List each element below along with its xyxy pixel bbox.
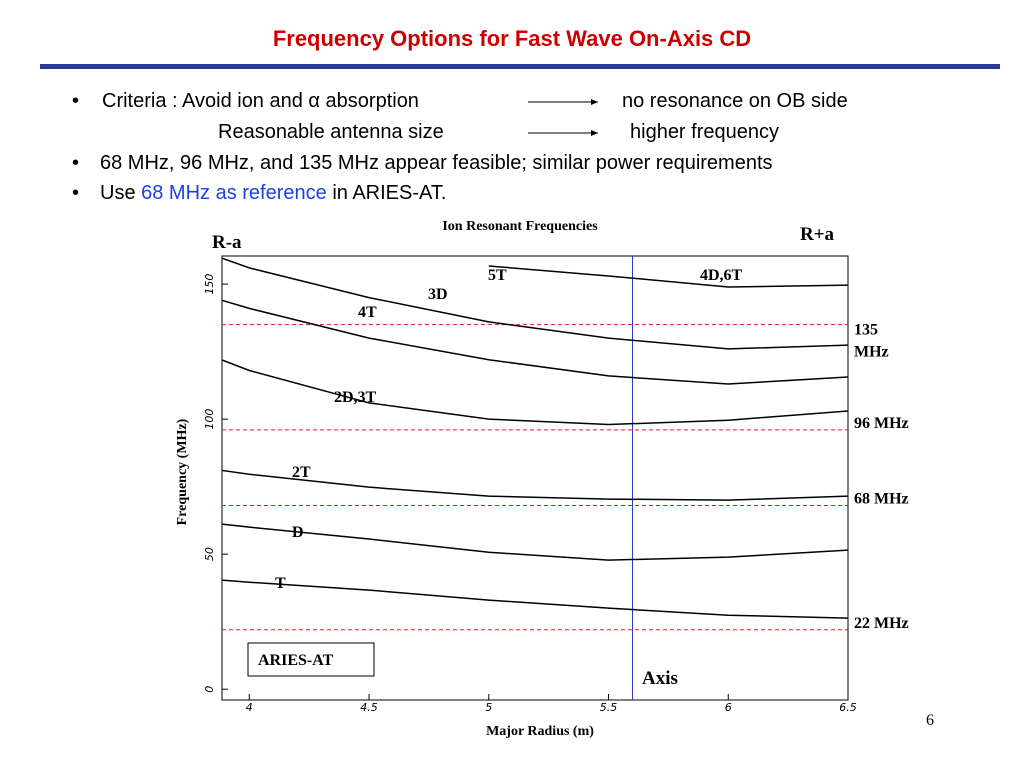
text: in ARIES-AT. [326,182,447,204]
bullet-text: no resonance on OB side [622,90,848,112]
bullet-text: Use 68 MHz as reference in ARIES-AT. [100,182,446,205]
annotation: R-a [212,232,242,253]
curve-label: 2T [292,464,311,481]
bullet-text: higher frequency [630,121,779,143]
x-axis-label: Major Radius (m) [486,724,594,739]
y-tick-label: 0 [203,686,216,693]
annotation: Axis [642,668,678,689]
reference-label: 96 MHz [854,415,909,432]
x-tick-label: 5.5 [600,701,618,714]
bullet: • [72,182,80,204]
x-tick-label: 6.5 [839,701,857,714]
curve [221,523,849,561]
bullet: • [72,90,80,112]
curve-label: 4T [358,304,377,321]
curve [221,469,849,501]
page-number: 6 [926,712,934,729]
x-tick-label: 4.5 [360,701,378,714]
plot-frame [221,255,849,701]
x-tick-label: 4 [246,701,253,714]
curve-label: D [292,524,304,541]
bullet: • [72,152,80,174]
reference-label: 135 MHz [854,322,889,361]
curve-label: 4D,6T [700,267,743,284]
bullet-text: Criteria : Avoid ion and α absorption [102,90,419,112]
curve [221,579,849,619]
y-tick-label: 150 [203,274,216,295]
curve [221,299,849,385]
annotation: R+a [800,224,835,245]
slide-title: Frequency Options for Fast Wave On-Axis … [272,26,752,51]
highlight: 68 MHz as reference [141,182,327,204]
curve [221,359,849,426]
text: Use [100,182,142,204]
reference-label: 22 MHz [854,615,909,632]
chart-title: Ion Resonant Frequencies [442,219,598,234]
x-tick-label: 5 [485,701,492,714]
annotation: ARIES-AT [258,652,334,669]
y-axis-label: Frequency (MHz) [175,418,190,525]
curve [488,265,849,288]
curve-label: 3D [428,286,448,303]
reference-label: 68 MHz [854,491,909,508]
x-tick-label: 6 [725,701,732,714]
annotation-box [247,642,375,677]
y-tick-label: 100 [203,409,216,430]
annotation: 5T [488,267,507,284]
bullet-text: 68 MHz, 96 MHz, and 135 MHz appear feasi… [100,152,773,174]
y-tick-label: 50 [203,547,216,561]
title-rule [40,64,1000,69]
bullet-text: Reasonable antenna size [218,121,444,143]
curve-label: T [275,575,286,592]
curve-label: 2D,3T [334,389,377,406]
curve [221,257,849,350]
